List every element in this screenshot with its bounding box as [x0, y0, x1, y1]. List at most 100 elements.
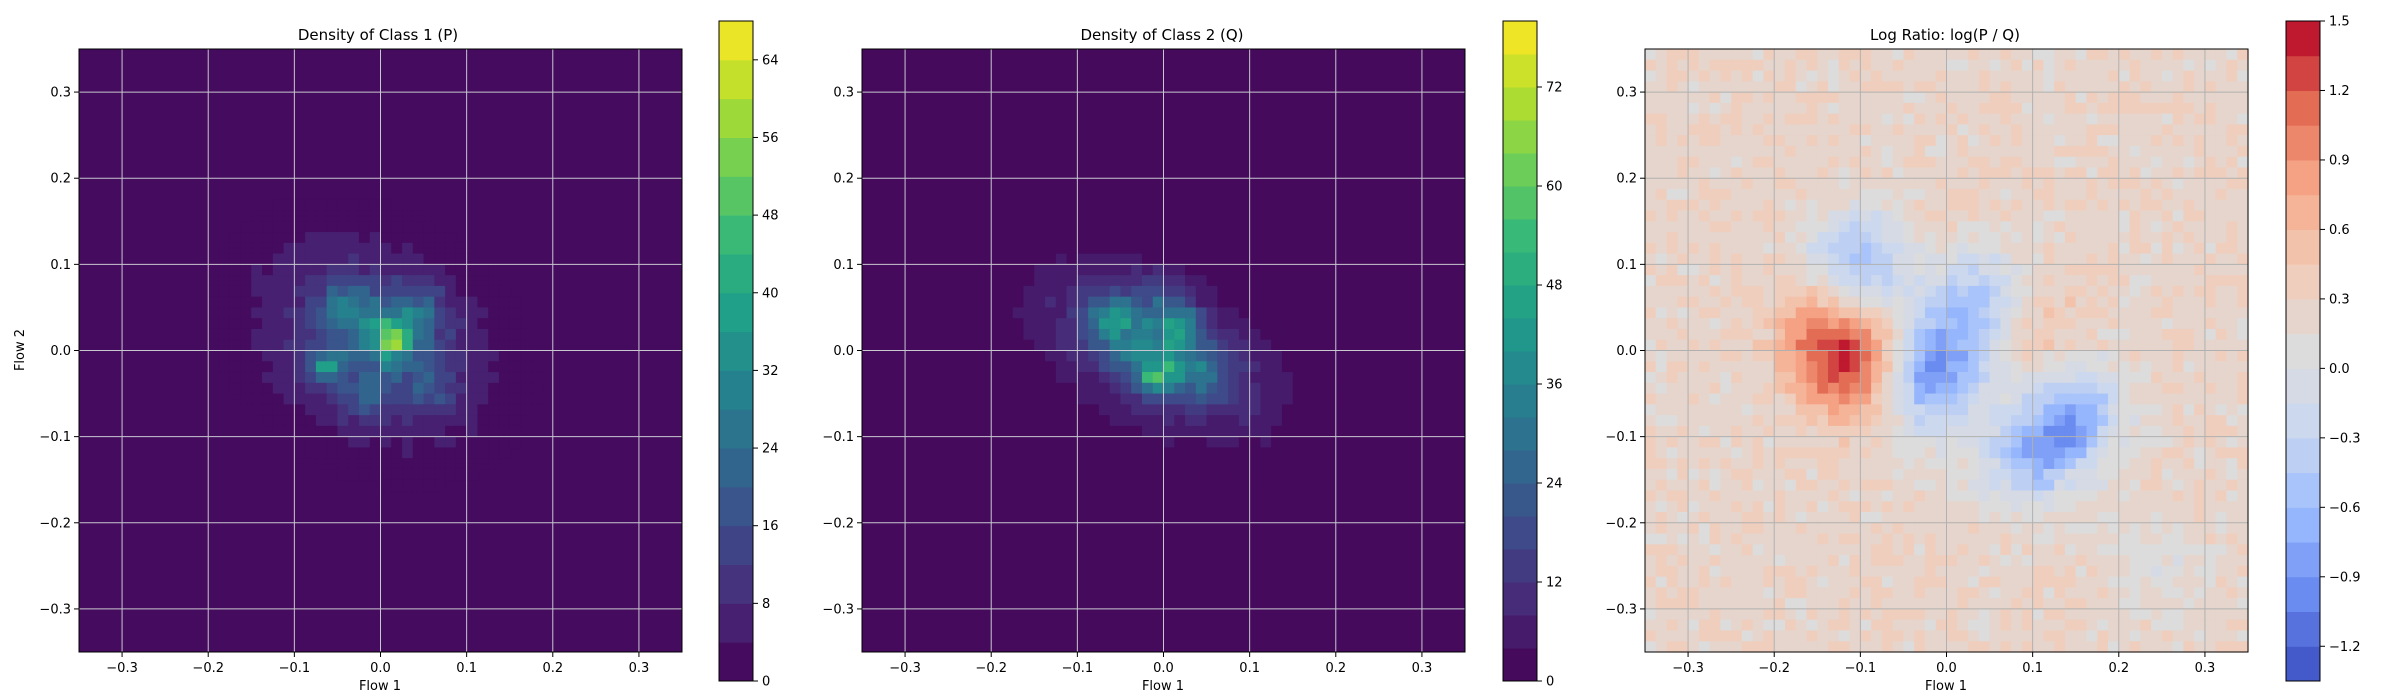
heatmap-cell: [1903, 619, 1915, 632]
heatmap-cell: [1795, 199, 1808, 212]
heatmap-cell: [369, 372, 382, 384]
heatmap-cell: [240, 339, 252, 352]
heatmap-cell: [1655, 156, 1668, 169]
heatmap-cell: [2054, 135, 2066, 147]
heatmap-cell: [980, 296, 992, 309]
heatmap-cell: [1774, 124, 1786, 136]
heatmap-cell: [1271, 393, 1283, 405]
heatmap-cell: [1849, 70, 1861, 82]
heatmap-cell: [2151, 425, 2163, 438]
heatmap-cell: [1109, 415, 1122, 427]
heatmap-cell: [2183, 92, 2195, 104]
heatmap-cell: [1881, 436, 1894, 449]
heatmap-cell: [305, 232, 317, 244]
heatmap-cell: [1838, 619, 1851, 632]
heatmap-cell: [262, 404, 274, 416]
heatmap-cell: [1946, 318, 1958, 330]
heatmap-cell: [1774, 598, 1786, 610]
heatmap-cell: [2237, 382, 2249, 395]
heatmap-cell: [488, 415, 500, 427]
heatmap-cell: [1281, 425, 1294, 438]
heatmap-cell: [1055, 296, 1068, 309]
heatmap-cell: [1914, 124, 1926, 136]
heatmap-cell: [1249, 339, 1262, 352]
heatmap-cell: [1034, 296, 1046, 309]
heatmap-cell: [2000, 555, 2012, 567]
heatmap-cell: [1152, 350, 1165, 362]
heatmap-cell: [1152, 253, 1165, 265]
heatmap-cell: [2129, 307, 2141, 319]
heatmap-cell: [1720, 425, 1732, 438]
heatmap-cell: [2183, 307, 2195, 319]
heatmap-cell: [391, 328, 403, 341]
heatmap-cell: [1271, 318, 1283, 330]
heatmap-cell: [1935, 178, 1948, 190]
heatmap-cell: [2151, 533, 2163, 545]
heatmap-cell: [369, 425, 382, 438]
heatmap-cell: [2021, 458, 2034, 470]
heatmap-cell: [1968, 178, 1980, 190]
heatmap-cell: [2075, 436, 2088, 449]
heatmap-cell: [1968, 630, 1980, 642]
heatmap-cell: [1655, 178, 1668, 190]
heatmap-cell: [1860, 544, 1872, 556]
heatmap-cell: [1077, 264, 1089, 276]
heatmap-cell: [1645, 404, 1657, 416]
heatmap-cell: [2032, 361, 2045, 373]
heatmap-cell: [1763, 587, 1775, 599]
heatmap-cell: [358, 436, 371, 449]
heatmap-cell: [1892, 565, 1905, 578]
heatmap-cell: [466, 307, 479, 319]
heatmap-cell: [1881, 544, 1894, 556]
heatmap-cell: [1763, 598, 1775, 610]
heatmap-cell: [509, 318, 522, 330]
heatmap-cell: [2129, 188, 2141, 201]
heatmap-cell: [1871, 458, 1883, 470]
heatmap-cell: [1774, 565, 1786, 578]
heatmap-cell: [1838, 49, 1851, 61]
heatmap-cell: [2032, 608, 2045, 621]
heatmap-cell: [2054, 242, 2066, 255]
heatmap-cell: [445, 318, 457, 330]
heatmap-cell: [2151, 350, 2163, 362]
heatmap-cell: [1238, 436, 1251, 449]
heatmap-cell: [1924, 178, 1937, 190]
heatmap-cell: [1989, 70, 2001, 82]
heatmap-cell: [1741, 576, 1754, 588]
heatmap-cell: [1978, 415, 1991, 427]
heatmap-cell: [1001, 318, 1014, 330]
heatmap-cell: [2129, 533, 2141, 545]
heatmap-cell: [2194, 156, 2206, 169]
colorbar-frame: [718, 20, 754, 682]
heatmap-cell: [1935, 447, 1948, 459]
heatmap-cell: [2011, 328, 2023, 341]
heatmap-cell: [2204, 598, 2217, 610]
heatmap-cell: [2161, 361, 2174, 373]
heatmap-cell: [1774, 232, 1786, 244]
heatmap-cell: [488, 361, 500, 373]
heatmap-cell: [2097, 253, 2109, 265]
heatmap-cell: [1903, 49, 1915, 61]
heatmap-cell: [1914, 285, 1926, 298]
heatmap-cell: [2161, 328, 2174, 341]
heatmap-cell: [1838, 221, 1851, 233]
heatmap-cell: [1741, 275, 1754, 287]
heatmap-cell: [2097, 264, 2109, 276]
heatmap-cell: [2129, 221, 2141, 233]
heatmap-cell: [1914, 210, 1926, 222]
heatmap-cell: [1838, 404, 1851, 416]
heatmap-cell: [1817, 156, 1829, 169]
heatmap-cell: [2194, 232, 2206, 244]
heatmap-cell: [1784, 350, 1797, 362]
heatmap-cell: [1968, 544, 1980, 556]
heatmap-cell: [1817, 522, 1829, 535]
heatmap-cell: [2204, 436, 2217, 449]
heatmap-cell: [1784, 501, 1797, 513]
heatmap-cell: [2032, 382, 2045, 395]
heatmap-cell: [1957, 512, 1969, 524]
heatmap-cell: [1968, 92, 1980, 104]
heatmap-cell: [455, 318, 468, 330]
heatmap-cell: [1677, 630, 1689, 642]
heatmap-cell: [1903, 555, 1915, 567]
heatmap-cell: [1034, 275, 1046, 287]
